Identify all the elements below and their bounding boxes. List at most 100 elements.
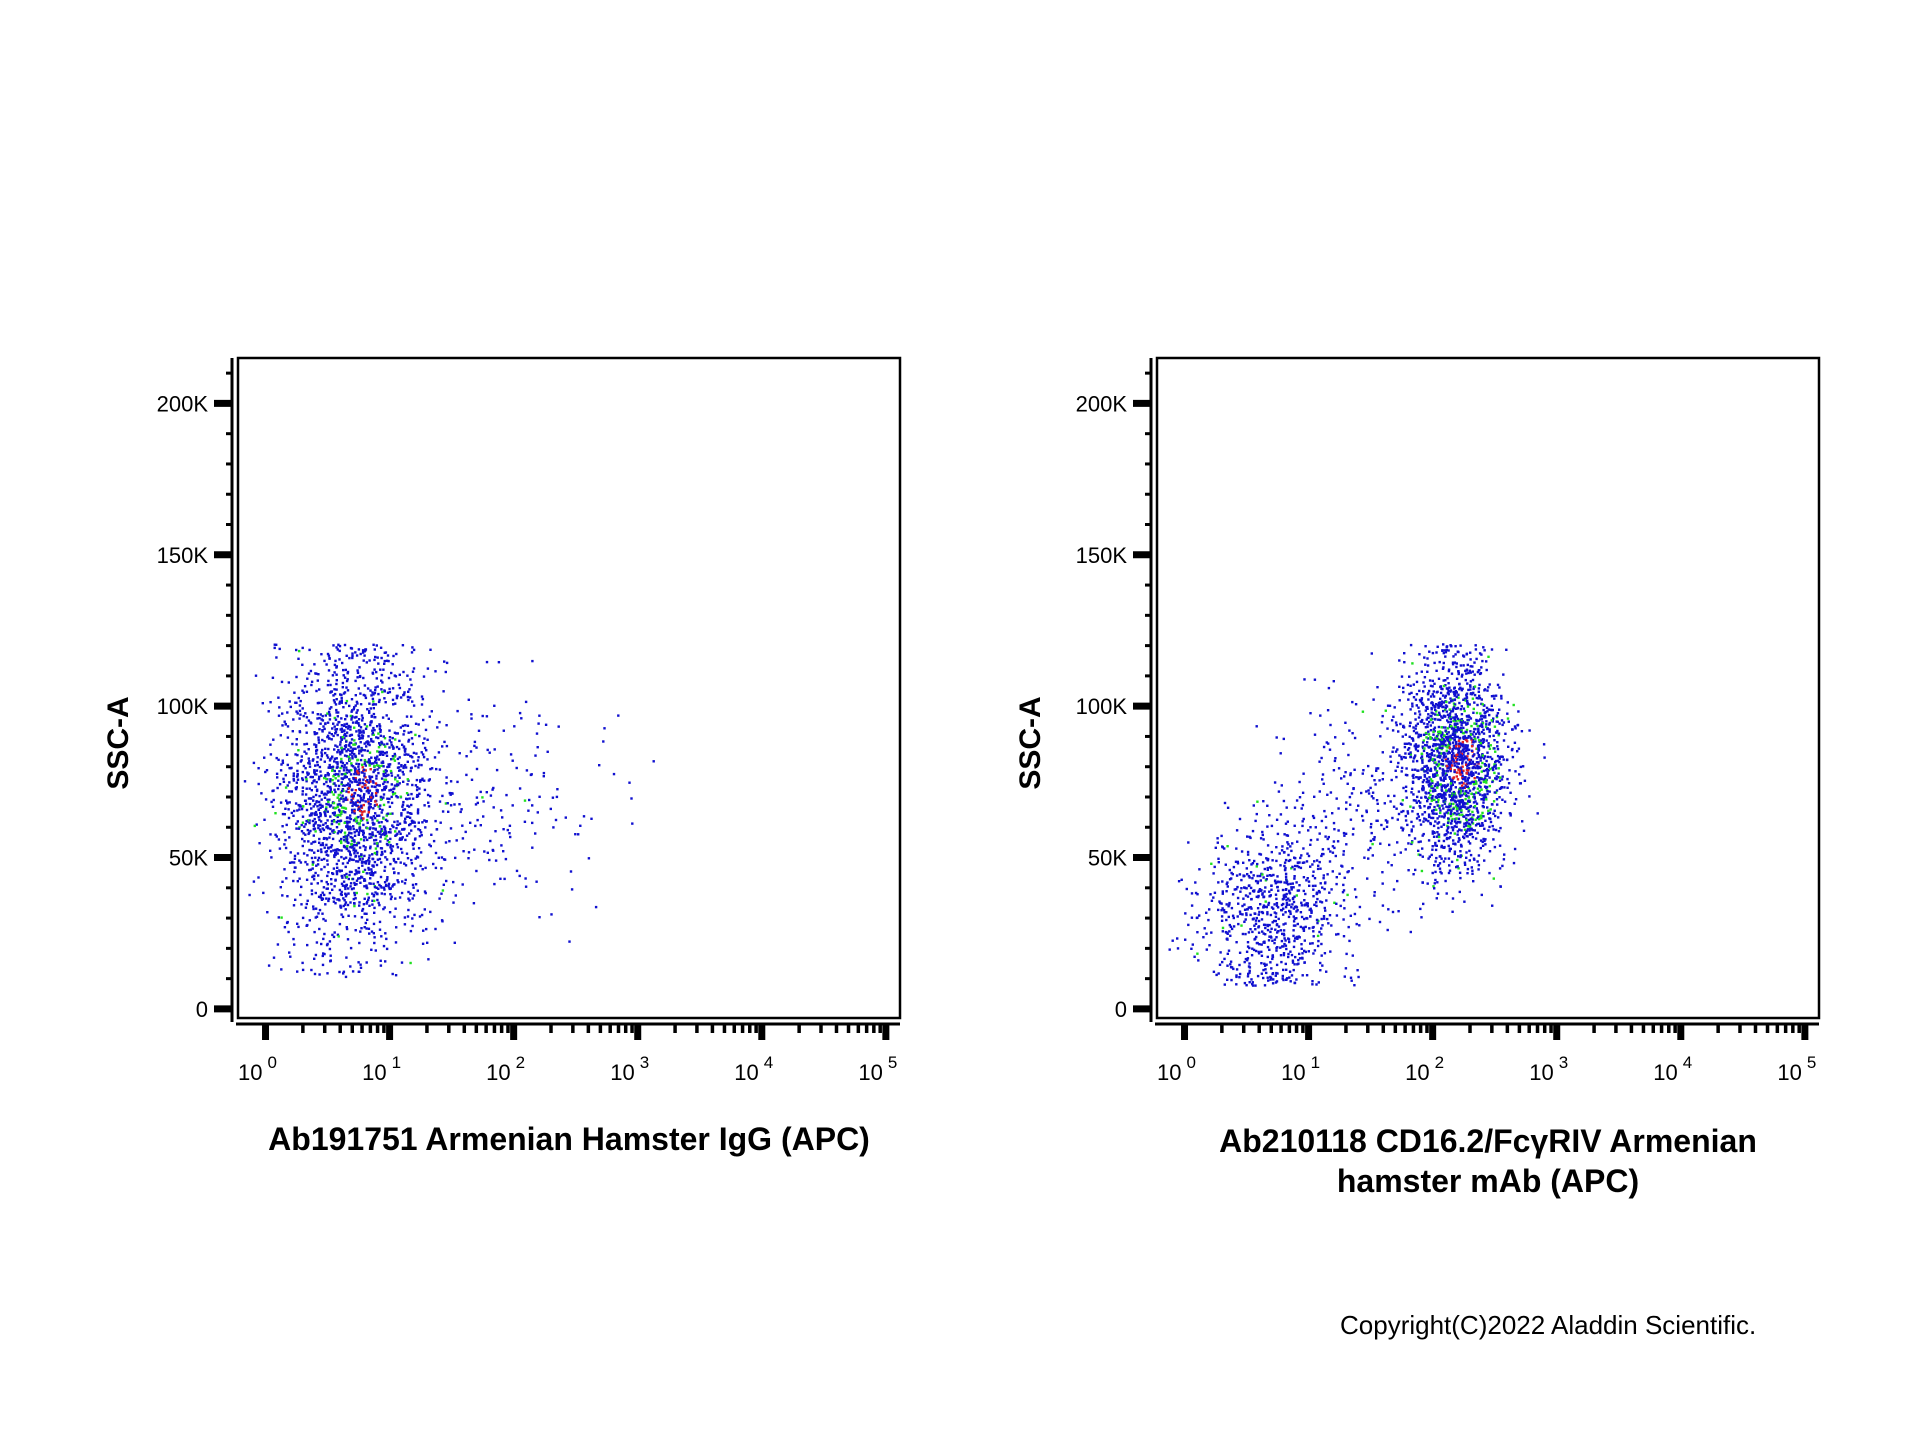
data-point (1434, 703, 1438, 706)
data-point (1478, 672, 1482, 676)
data-point (421, 753, 425, 756)
data-point (1240, 850, 1244, 853)
data-point (1291, 959, 1295, 962)
data-point (489, 839, 492, 843)
data-point (423, 908, 426, 911)
data-point (1446, 831, 1449, 834)
data-point (313, 851, 316, 854)
data-point (1443, 777, 1446, 780)
data-point (1288, 970, 1292, 973)
data-point (1282, 968, 1285, 972)
data-point (1245, 912, 1248, 915)
data-point (414, 837, 417, 840)
data-point (324, 919, 327, 922)
data-point (1426, 882, 1429, 885)
data-point (1296, 922, 1299, 926)
data-point (1429, 724, 1432, 727)
data-point (1256, 881, 1259, 884)
data-point (379, 798, 383, 801)
data-point (414, 784, 418, 787)
data-point (1438, 713, 1441, 716)
data-point (1482, 797, 1485, 800)
data-point (1420, 869, 1424, 873)
data-point (1430, 797, 1434, 800)
data-point (1423, 685, 1426, 688)
data-point (325, 754, 329, 757)
data-point (311, 860, 315, 864)
data-point (321, 912, 324, 915)
data-point (1335, 933, 1338, 936)
data-point (340, 893, 343, 897)
data-point (315, 788, 319, 791)
data-point (1235, 983, 1238, 986)
data-point (301, 790, 304, 793)
data-point (351, 846, 354, 849)
data-point (458, 752, 461, 755)
data-point (1246, 895, 1250, 898)
data-point (1281, 932, 1284, 936)
data-point (333, 931, 336, 934)
data-point (292, 904, 296, 907)
data-point (314, 822, 317, 825)
data-point (440, 856, 444, 859)
data-point (1273, 938, 1277, 941)
data-point (327, 800, 330, 803)
data-point (1433, 798, 1436, 802)
data-point (1441, 649, 1444, 652)
data-point (1273, 911, 1276, 914)
data-point (326, 771, 329, 775)
data-point (1471, 733, 1474, 736)
data-point (306, 677, 309, 680)
data-point (1319, 882, 1322, 885)
data-point (390, 795, 393, 799)
data-point (360, 875, 363, 878)
data-point (289, 851, 292, 854)
data-point (345, 783, 349, 787)
data-point (329, 780, 332, 783)
data-point (1470, 749, 1474, 752)
data-point (275, 656, 278, 659)
data-point (1431, 871, 1434, 875)
data-point (346, 822, 349, 825)
data-point (1291, 903, 1294, 906)
data-point (1452, 793, 1455, 797)
data-point (376, 725, 379, 728)
data-point (1443, 784, 1446, 787)
data-point (1459, 854, 1462, 857)
data-point (1256, 862, 1259, 866)
data-point (1248, 946, 1251, 950)
data-point (1431, 848, 1434, 851)
data-point (420, 913, 424, 917)
data-point (362, 803, 365, 807)
data-point (321, 804, 324, 808)
data-point (381, 808, 384, 812)
data-point (363, 684, 367, 687)
data-point (372, 693, 375, 696)
y-tick-label: 100K (157, 694, 209, 719)
data-point (277, 758, 280, 761)
data-point (367, 791, 370, 795)
data-point (1472, 687, 1475, 691)
data-point (1498, 756, 1501, 759)
data-point (379, 835, 382, 839)
data-point (380, 892, 383, 895)
data-point (395, 732, 398, 735)
data-point (357, 734, 360, 737)
data-point (1255, 935, 1258, 939)
data-point (1292, 915, 1295, 918)
data-point (1274, 882, 1277, 885)
data-point (1476, 767, 1480, 770)
data-point (367, 781, 371, 784)
x-tick-exponent: 3 (640, 1053, 649, 1072)
data-point (1448, 686, 1451, 689)
data-point (345, 654, 348, 657)
data-point (407, 815, 410, 818)
data-point (281, 712, 284, 715)
data-point (408, 899, 411, 902)
data-point (1435, 651, 1438, 654)
data-point (1228, 930, 1231, 933)
data-point (347, 790, 350, 794)
data-point (1488, 871, 1491, 875)
data-point (353, 768, 357, 772)
data-point (1423, 656, 1426, 659)
